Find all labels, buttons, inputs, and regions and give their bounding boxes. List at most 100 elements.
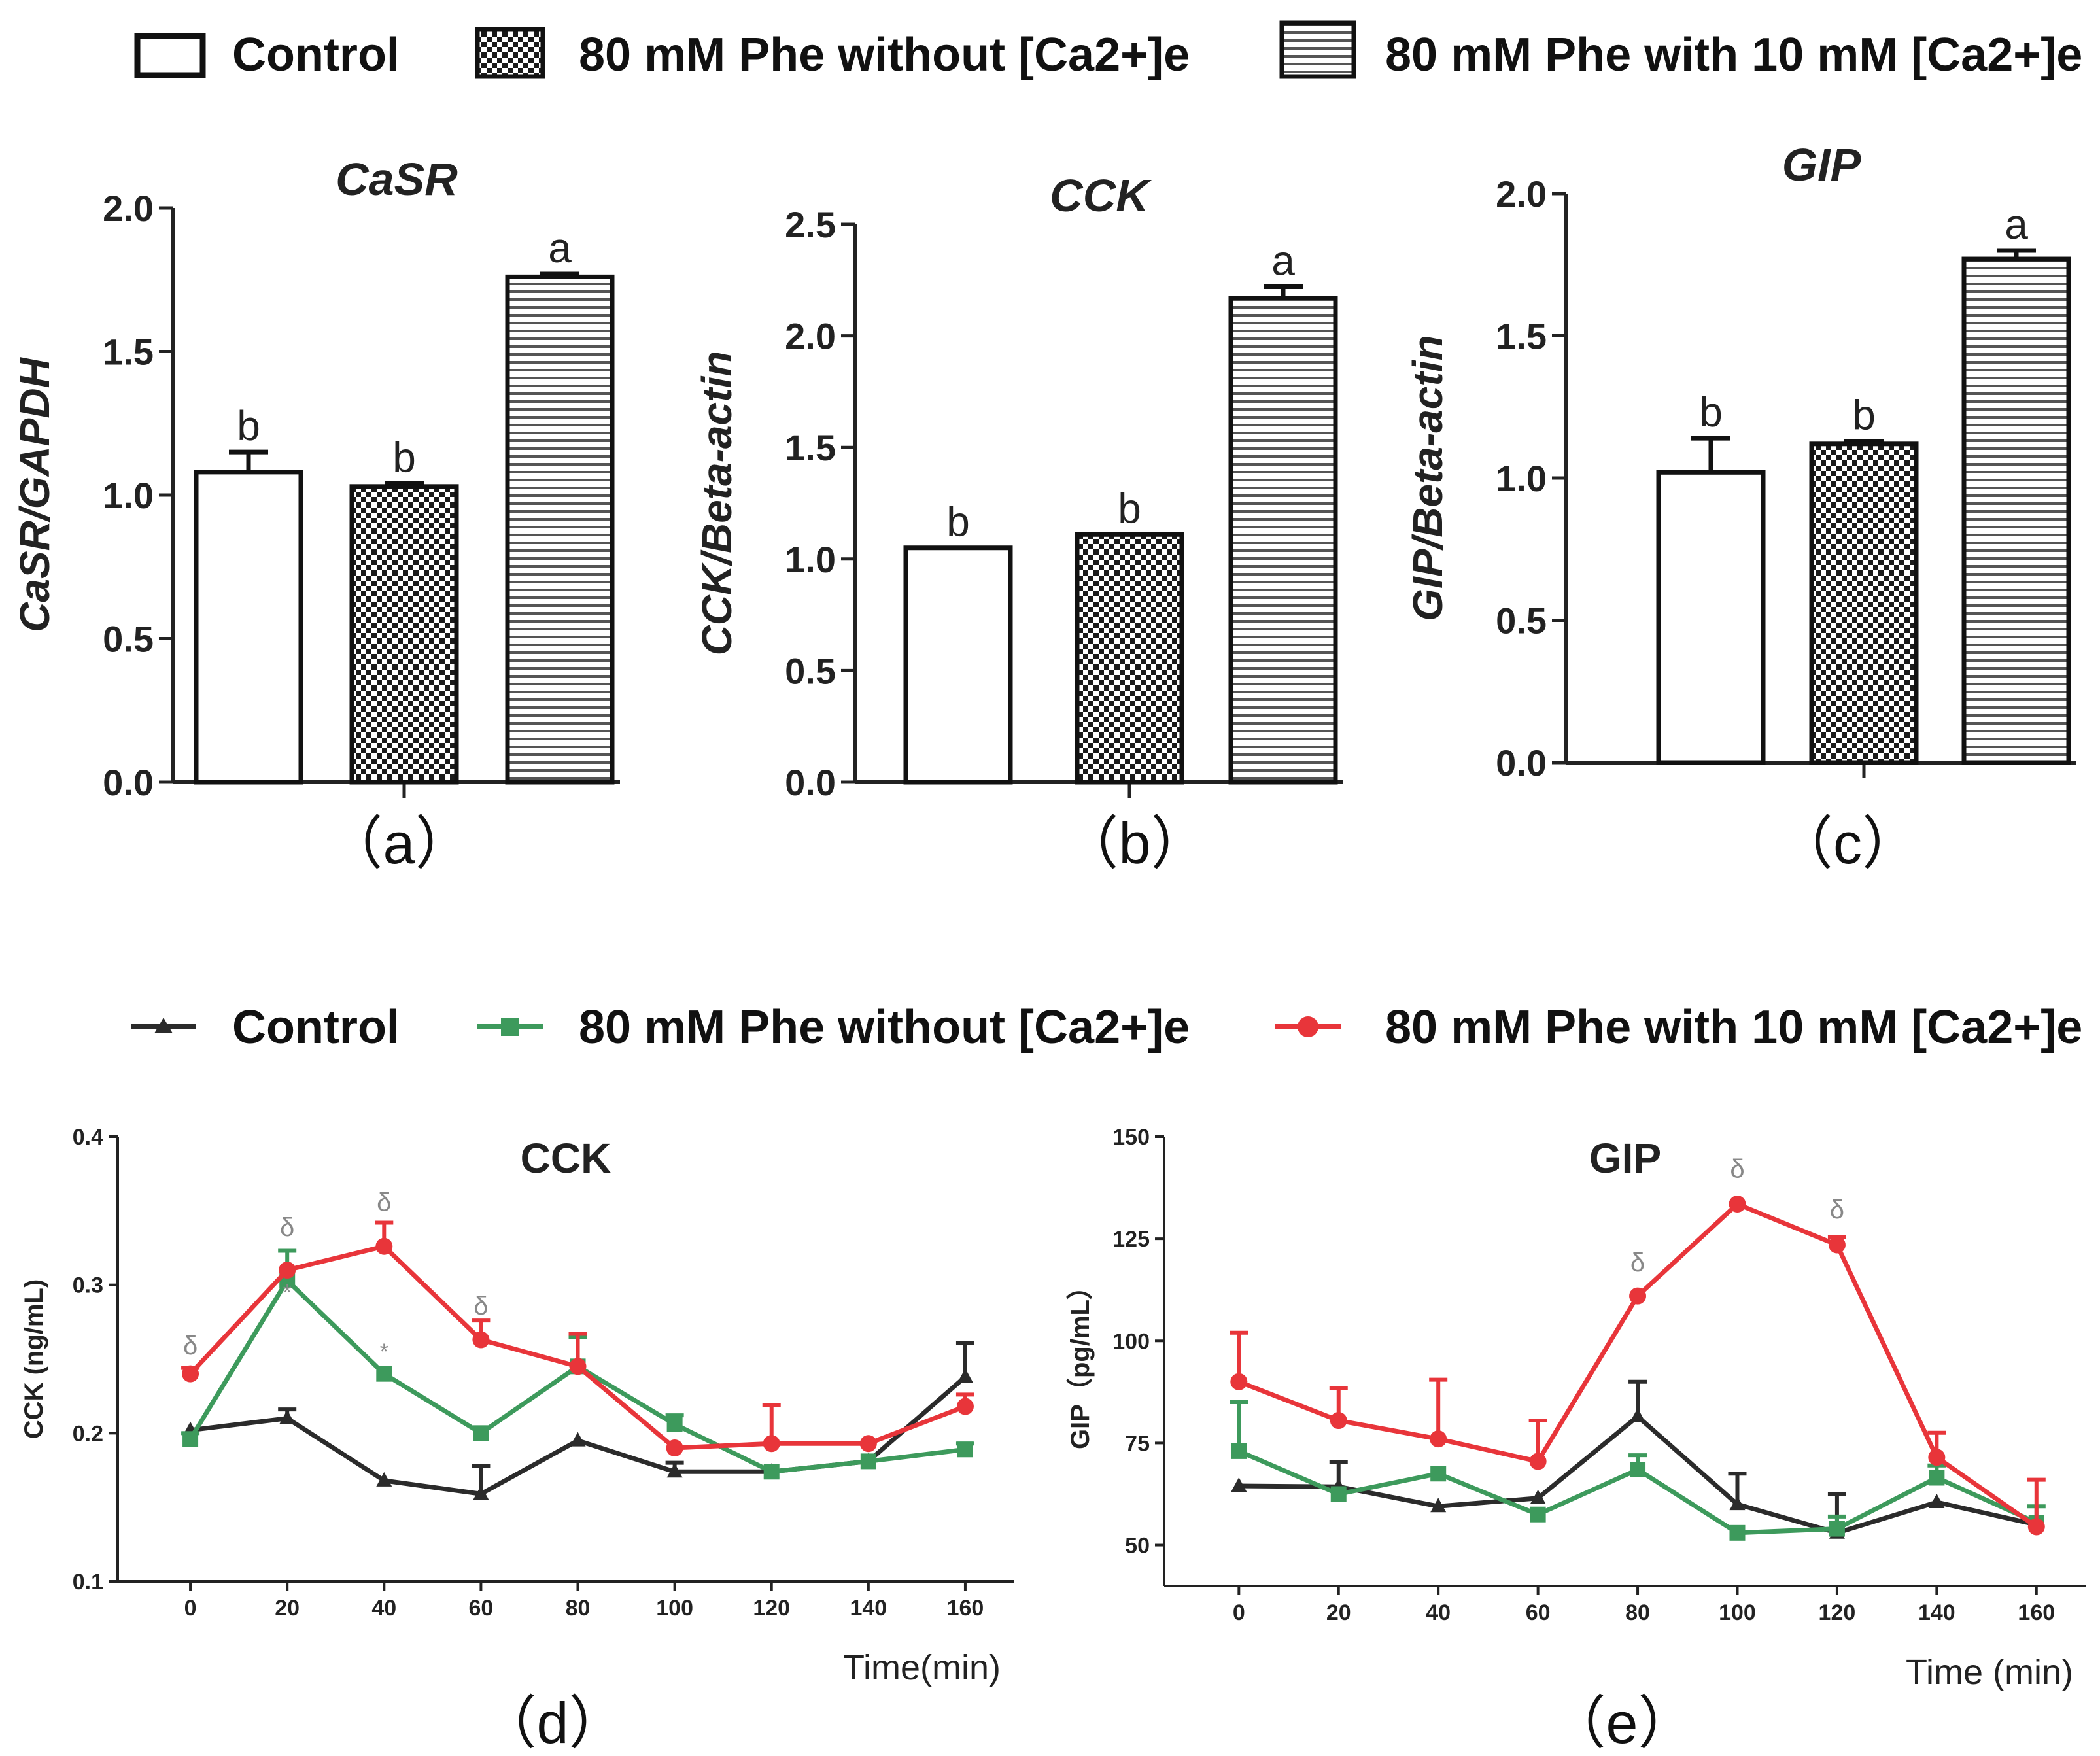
y-tick-label: 0.5 [1496, 600, 1547, 642]
y-tick-label: 125 [1112, 1227, 1150, 1252]
y-tick-label: 2.0 [103, 188, 154, 229]
bar [1228, 296, 1338, 785]
y-tick-label: 0.5 [785, 650, 836, 691]
x-axis-label: Time(min) [843, 1648, 1001, 1687]
significance-marker: * [283, 1280, 292, 1305]
data-point [1330, 1412, 1347, 1430]
chart-title: CCK [1050, 170, 1152, 221]
y-tick-label: 0.0 [1496, 742, 1547, 783]
panel-label-a: （a） [326, 811, 473, 876]
data-point [1430, 1430, 1447, 1448]
y-axis-label: GIP/Beta-actin [1404, 335, 1451, 621]
data-point [2027, 1518, 2045, 1536]
x-tick-label: 160 [947, 1596, 984, 1621]
panel-label-b: （b） [1061, 811, 1209, 876]
data-point [1928, 1449, 1946, 1466]
line-chart-gip: 50 75 100 125 150 0 20 40 60 80 100 120 140 160 GIP Tim… [1066, 1125, 2086, 1692]
significance-marker: δ [1630, 1248, 1645, 1277]
y-tick-label: 1.0 [785, 539, 836, 580]
x-tick-label: 140 [850, 1596, 887, 1621]
bar-chart-cck: 0.0 0.5 1.0 1.5 2.0 2.5 CCK CCK/Beta-actin b b a [693, 170, 1343, 803]
x-tick-label: 100 [1719, 1600, 1756, 1625]
significance-letter: b [1118, 485, 1141, 532]
legend-label: Control [232, 1001, 400, 1054]
y-tick-label: 150 [1112, 1125, 1150, 1150]
significance-letter: b [1852, 391, 1876, 438]
bar [1656, 470, 1766, 765]
y-axis-label: CCK/Beta-actin [693, 351, 740, 656]
significance-letter: b [392, 434, 416, 481]
legend-marker-square [501, 1018, 519, 1036]
data-point [666, 1439, 683, 1456]
x-tick-label: 20 [1326, 1600, 1351, 1625]
chart-title: GIP [1782, 139, 1861, 190]
y-tick-label: 2.0 [1496, 173, 1547, 215]
bar-chart-gip: 0.0 0.5 1.0 1.5 2.0 GIP GIP/Beta-actin b b a [1404, 139, 2076, 783]
data-point [1230, 1373, 1248, 1390]
x-tick-label: 60 [1526, 1600, 1551, 1625]
x-tick-label: 140 [1918, 1600, 1955, 1625]
data-point [472, 1331, 490, 1349]
data-point [1630, 1462, 1646, 1478]
data-point [279, 1262, 296, 1279]
y-tick-label: 0.1 [73, 1570, 103, 1594]
data-point [375, 1237, 393, 1255]
y-tick-label: 0.0 [103, 762, 154, 803]
data-point [860, 1453, 876, 1470]
data-point [957, 1441, 973, 1458]
y-axis-label: GIP（pg/mL） [1066, 1273, 1095, 1449]
chart-title: GIP [1589, 1135, 1661, 1182]
x-tick-label: 40 [1426, 1600, 1451, 1625]
data-point [1430, 1498, 1447, 1513]
data-point [473, 1425, 489, 1441]
data-point [763, 1435, 780, 1453]
data-point [1530, 1506, 1546, 1523]
significance-letter: b [946, 498, 970, 545]
legend-label: 80 mM Phe with 10 mM [Ca2+]e [1385, 1001, 2082, 1054]
y-tick-label: 0.3 [73, 1273, 103, 1298]
significance-marker: δ [280, 1213, 294, 1242]
y-axis-label: CaSR/GAPDH [11, 356, 58, 632]
bar-chart-casr: 0.0 0.5 1.0 1.5 2.0 CaSR CaSR/GAPDH b b a [11, 154, 620, 803]
data-point [473, 1485, 489, 1500]
data-point [376, 1472, 392, 1487]
significance-marker: δ [1830, 1196, 1844, 1224]
y-tick-label: 2.0 [785, 316, 836, 357]
data-point [1529, 1453, 1547, 1470]
data-point [1729, 1496, 1746, 1511]
significance-marker: δ [183, 1332, 198, 1360]
chart-title: CCK [521, 1135, 611, 1182]
bar [349, 484, 459, 785]
panel-label-e: （e） [1549, 1691, 1696, 1755]
legend-swatch-checker [475, 27, 545, 79]
y-tick-label: 75 [1125, 1431, 1150, 1456]
legend-item-control: Control [134, 29, 400, 81]
data-point [1729, 1524, 1746, 1541]
y-tick-label: 0.0 [785, 762, 836, 803]
legend-swatch-open [134, 33, 206, 78]
bar [1809, 441, 1919, 765]
significance-letter: b [1699, 388, 1723, 436]
data-point [376, 1366, 392, 1382]
legend-bottom: Control 80 mM Phe without [Ca2+]e 80 mM … [131, 1001, 2082, 1054]
data-point [859, 1435, 877, 1453]
data-point [1231, 1443, 1247, 1459]
x-tick-label: 120 [1819, 1600, 1856, 1625]
legend-item-phe-without-ca: 80 mM Phe without [Ca2+]e [477, 1001, 1190, 1054]
legend-item-phe-with-ca: 80 mM Phe with 10 mM [Ca2+]e [1279, 20, 2082, 81]
legend-swatch-stripe [1279, 20, 1356, 79]
significance-letter: a [548, 224, 572, 271]
y-tick-label: 1.5 [1496, 316, 1547, 357]
data-point [1828, 1236, 1846, 1254]
legend-label: 80 mM Phe without [Ca2+]e [579, 1001, 1190, 1054]
significance-letter: b [237, 402, 260, 449]
significance-letter: a [1271, 237, 1295, 284]
y-tick-label: 2.5 [785, 204, 836, 245]
bar [194, 470, 303, 785]
significance-letter: a [2005, 201, 2028, 248]
x-tick-label: 120 [753, 1596, 790, 1621]
significance-marker: δ [377, 1188, 391, 1216]
significance-marker: * [380, 1339, 388, 1364]
y-tick-label: 0.2 [73, 1421, 103, 1446]
